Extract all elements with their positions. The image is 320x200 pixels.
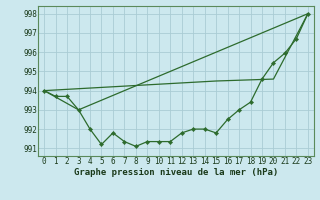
X-axis label: Graphe pression niveau de la mer (hPa): Graphe pression niveau de la mer (hPa) bbox=[74, 168, 278, 177]
